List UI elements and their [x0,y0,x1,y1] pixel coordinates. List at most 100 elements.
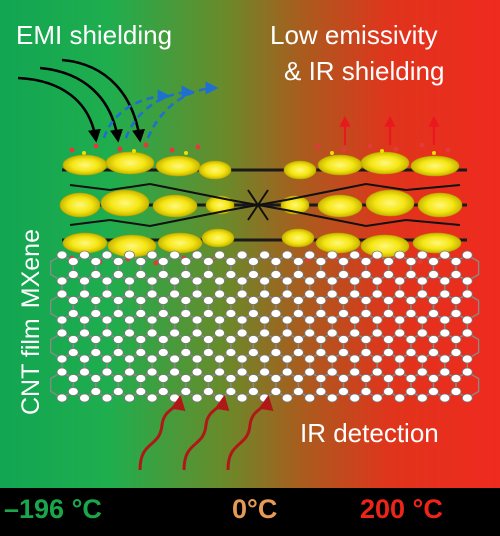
temperature-scale: –196 °C 0°C 200 °C [0,488,500,536]
carbon-atom [67,257,79,266]
carbon-atom [281,354,293,364]
carbon-atom [146,315,158,325]
carbon-atom [461,367,473,377]
emission-arrows [339,115,440,145]
carbon-atom [112,296,124,305]
carbon-atom [304,315,316,325]
carbon-atom [191,276,203,286]
carbon-atom [124,276,135,286]
carbon-atom [304,367,316,377]
carbon-atom [281,276,293,286]
carbon-atom [405,296,417,305]
carbon-atom [405,387,417,396]
carbon-atom [180,296,192,305]
carbon-atom [202,296,214,305]
ir-detection-label: IR detection [300,418,439,448]
carbon-atom [439,393,451,403]
carbon-atom [56,289,68,299]
carbon-atom [338,348,349,357]
carbon-atom [101,250,113,260]
carbon-atom [281,289,293,299]
carbon-atom [146,289,158,299]
carbon-atom [315,296,327,305]
carbon-atom [135,296,147,305]
carbon-atom [112,309,124,318]
carbon-atom [315,270,327,279]
carbon-atom [270,387,282,396]
carbon-atom [450,387,462,396]
carbon-atom [416,354,428,364]
carbon-atom [304,328,316,338]
carbon-atom [90,296,102,305]
carbon-atom [247,296,259,305]
carbon-atom [326,315,338,325]
carbon-atom [79,393,90,403]
carbon-atom [315,348,327,357]
carbon-atom [247,335,259,344]
carbon-atom [326,393,338,403]
carbon-atom [281,393,293,403]
carbon-atom [281,328,293,338]
carbon-atom [214,367,226,377]
carbon-atom [450,296,462,305]
carbon-atom [247,387,259,396]
carbon-atom [157,309,169,318]
emi-reflected-arrows [102,81,219,139]
carbon-atom [428,270,439,279]
carbon-atom [146,250,158,260]
carbon-atom [450,270,462,279]
carbon-atom [439,354,451,364]
carbon-atom [67,387,79,396]
carbon-atom [349,289,361,299]
carbon-atom [394,250,406,260]
carbon-atom [214,289,226,299]
emi-incoming-arrows [17,58,146,143]
carbon-atom [79,276,90,286]
carbon-atom [439,315,451,325]
carbon-atom [101,315,113,325]
carbon-atom [461,393,473,403]
carbon-atom [146,393,158,403]
carbon-atom [259,289,271,299]
carbon-atom [439,250,451,260]
carbon-atom [56,250,68,260]
carbon-atom [225,348,237,357]
carbon-atom [67,296,79,305]
carbon-atom [247,348,259,357]
carbon-atom [416,276,428,286]
carbon-atom [360,374,372,383]
carbon-atom [338,270,349,279]
carbon-atom [225,270,237,279]
carbon-atom [180,374,192,383]
carbon-atom [304,250,316,260]
carbon-atom [146,328,158,338]
carbon-atom [79,354,90,364]
carbon-atom [292,348,304,357]
cnt-lattice [50,250,480,403]
carbon-atom [326,276,338,286]
carbon-atom [90,348,102,357]
emi-shielding-label: EMI shielding [16,20,173,50]
carbon-atom [56,393,68,403]
carbon-atom [236,315,248,325]
carbon-atom [67,270,79,279]
carbon-atom [90,309,102,318]
carbon-atom [56,276,68,286]
carbon-atom [124,250,135,260]
carbon-atom [405,348,417,357]
carbon-atom [416,250,428,260]
carbon-atom [326,328,338,338]
carbon-atom [67,335,79,344]
carbon-atom [259,276,271,286]
carbon-atom [124,328,135,338]
carbon-atom [338,257,349,266]
carbon-atom [338,387,349,396]
carbon-atom [394,354,406,364]
carbon-atom [338,335,349,344]
carbon-atom [394,276,406,286]
carbon-atom [315,257,327,266]
carbon-atom [180,348,192,357]
carbon-atom [292,270,304,279]
carbon-atom [315,387,327,396]
